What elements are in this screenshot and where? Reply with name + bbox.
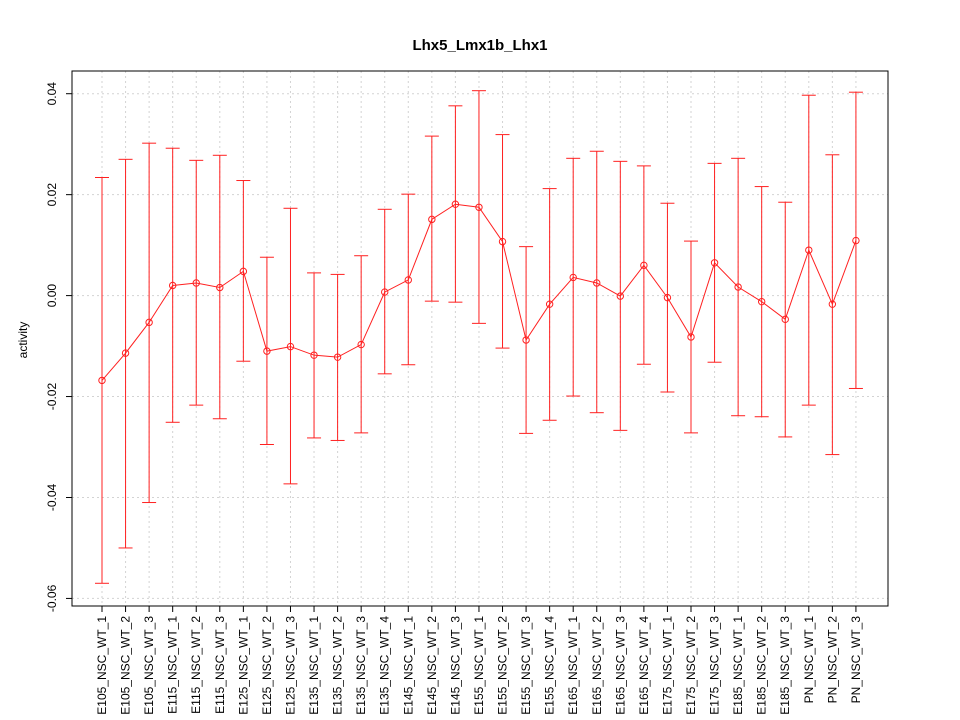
y-axis-label: activity — [16, 322, 30, 359]
data-point — [239, 267, 248, 276]
x-tick-label: E155_NSC_WT_2 — [496, 616, 510, 715]
series-line-layer — [101, 203, 857, 381]
data-point — [593, 279, 601, 287]
x-tick-label: E135_NSC_WT_2 — [331, 616, 345, 715]
x-tick-label: E135_NSC_WT_3 — [354, 616, 368, 715]
x-tick-label: E175_NSC_WT_2 — [684, 616, 698, 715]
x-tick-label: E125_NSC_WT_1 — [236, 616, 250, 715]
x-tick-label: E165_NSC_WT_3 — [613, 616, 627, 715]
x-tick-label: E155_NSC_WT_3 — [519, 616, 533, 715]
data-point — [310, 351, 318, 359]
data-point — [687, 333, 695, 341]
data-point — [616, 292, 625, 300]
y-tick-label: 0.00 — [45, 284, 59, 308]
data-point — [828, 300, 837, 308]
x-tick-label: E115_NSC_WT_1 — [166, 616, 180, 714]
x-tick-label: E185_NSC_WT_2 — [755, 616, 769, 715]
plot-frame — [71, 70, 889, 607]
data-point — [522, 336, 530, 344]
y-tick-label: -0.04 — [45, 483, 59, 511]
x-tick-label: E175_NSC_WT_1 — [660, 616, 674, 715]
x-tick-label: E165_NSC_WT_4 — [637, 616, 651, 715]
x-tick-label: E165_NSC_WT_2 — [590, 616, 604, 715]
x-tick-label: E135_NSC_WT_4 — [378, 616, 392, 715]
data-point — [263, 347, 271, 355]
data-point — [145, 318, 153, 327]
x-tick-label: E185_NSC_WT_3 — [778, 616, 792, 715]
grid — [72, 71, 888, 606]
x-tick-label: E105_NSC_WT_3 — [142, 616, 156, 715]
data-point — [475, 203, 483, 211]
x-tick-label: E155_NSC_WT_4 — [543, 616, 557, 715]
data-point — [98, 376, 106, 385]
data-point — [404, 276, 412, 284]
data-point — [451, 200, 460, 208]
x-tick-label: E105_NSC_WT_2 — [119, 616, 133, 715]
x-tick-label: E165_NSC_WT_1 — [566, 616, 580, 715]
x-tick-label: PN_NSC_WT_3 — [849, 616, 863, 704]
x-tick-label: PN_NSC_WT_2 — [825, 616, 839, 704]
data-point — [569, 273, 577, 282]
y-tick-label: 0.04 — [45, 82, 59, 106]
x-tick-label: E185_NSC_WT_1 — [731, 616, 745, 715]
x-tick-label: E145_NSC_WT_2 — [425, 616, 439, 715]
x-tick-label: E125_NSC_WT_3 — [283, 616, 297, 715]
x-tick-label: E125_NSC_WT_2 — [260, 616, 274, 715]
series-line — [101, 203, 857, 381]
x-tick-label: E175_NSC_WT_3 — [708, 616, 722, 715]
data-point — [357, 340, 365, 349]
data-point — [381, 288, 389, 296]
data-point — [805, 246, 813, 254]
y-tick-label: 0.02 — [45, 183, 59, 207]
data-point — [428, 215, 436, 224]
data-point — [757, 297, 766, 306]
data-point — [640, 261, 648, 270]
data-point — [545, 300, 554, 308]
data-points — [98, 200, 860, 385]
x-tick-label: E135_NSC_WT_1 — [307, 616, 321, 715]
data-point — [192, 279, 200, 287]
data-point — [498, 237, 507, 246]
chart-title: Lhx5_Lmx1b_Lhx1 — [412, 37, 547, 54]
x-tick-label: E145_NSC_WT_3 — [448, 616, 462, 715]
data-point — [710, 259, 719, 267]
y-tick-label: -0.02 — [45, 383, 59, 411]
data-point — [333, 353, 342, 361]
y-tick-label: -0.06 — [45, 584, 59, 612]
axes: -0.06 -0.04 -0.02 0.00 0.02 0.04 E105_NSC_WT_1… — [45, 82, 863, 715]
data-point — [663, 293, 672, 302]
x-tick-label: E115_NSC_WT_2 — [189, 616, 203, 714]
x-tick-label: E105_NSC_WT_1 — [95, 616, 109, 715]
data-point — [121, 349, 130, 357]
x-tick-label: E115_NSC_WT_3 — [213, 616, 227, 714]
data-point — [734, 283, 742, 291]
x-tick-label: E155_NSC_WT_1 — [472, 616, 486, 715]
data-point — [781, 315, 789, 324]
data-point — [286, 342, 295, 351]
x-tick-label: E145_NSC_WT_1 — [401, 616, 415, 715]
x-tick-label: PN_NSC_WT_1 — [802, 616, 816, 704]
data-point — [168, 281, 177, 290]
data-point — [852, 236, 860, 245]
data-point — [216, 283, 224, 292]
